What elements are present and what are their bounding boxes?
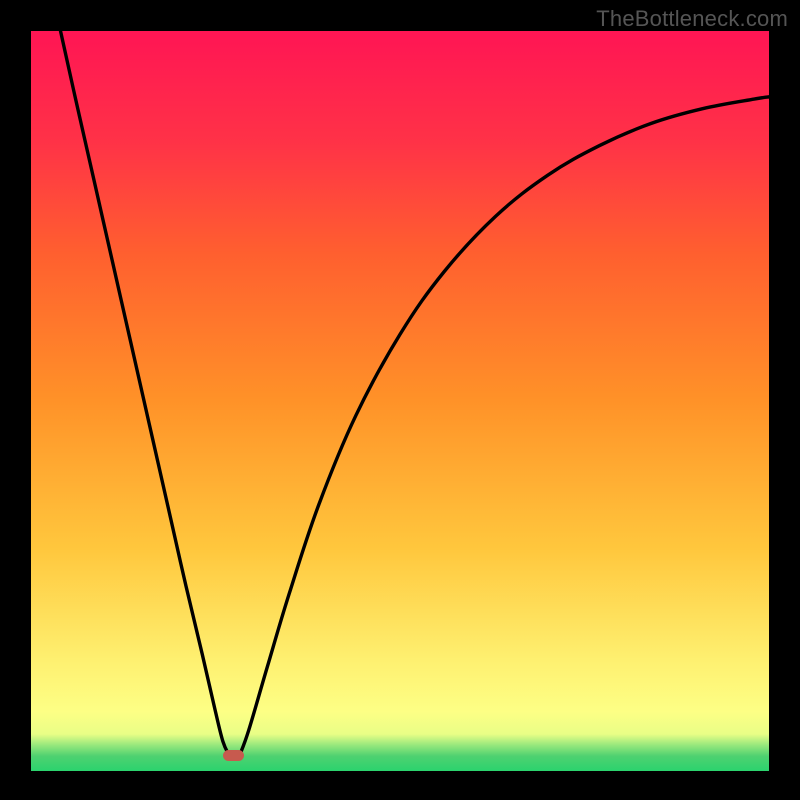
plot-area (31, 31, 769, 771)
watermark-text: TheBottleneck.com (596, 6, 788, 32)
min-point-marker (223, 750, 244, 762)
chart-container: TheBottleneck.com (0, 0, 800, 800)
curve-left-branch (61, 31, 229, 755)
curve-layer (31, 31, 769, 771)
curve-right-branch (240, 97, 769, 755)
